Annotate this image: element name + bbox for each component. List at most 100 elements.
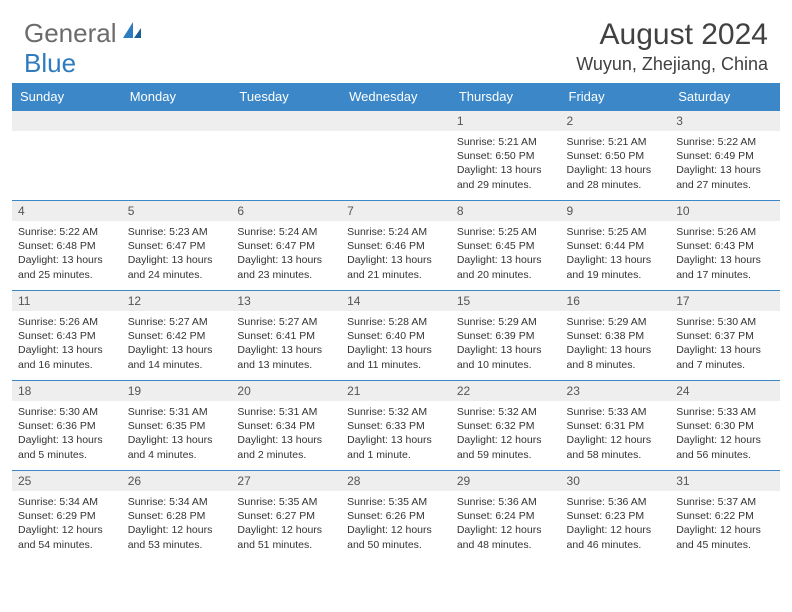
day-number: 2 bbox=[561, 111, 671, 131]
day-cell: 20Sunrise: 5:31 AMSunset: 6:34 PMDayligh… bbox=[231, 381, 341, 471]
day-number: 16 bbox=[561, 291, 671, 311]
day-number: 11 bbox=[12, 291, 122, 311]
day-content: Sunrise: 5:25 AMSunset: 6:44 PMDaylight:… bbox=[561, 221, 671, 284]
day-cell: 18Sunrise: 5:30 AMSunset: 6:36 PMDayligh… bbox=[12, 381, 122, 471]
day-number: 7 bbox=[341, 201, 451, 221]
day-cell: 28Sunrise: 5:35 AMSunset: 6:26 PMDayligh… bbox=[341, 471, 451, 561]
day-content: Sunrise: 5:28 AMSunset: 6:40 PMDaylight:… bbox=[341, 311, 451, 374]
day-number: 17 bbox=[670, 291, 780, 311]
day-content: Sunrise: 5:35 AMSunset: 6:26 PMDaylight:… bbox=[341, 491, 451, 554]
day-cell: 30Sunrise: 5:36 AMSunset: 6:23 PMDayligh… bbox=[561, 471, 671, 561]
day-cell: 24Sunrise: 5:33 AMSunset: 6:30 PMDayligh… bbox=[670, 381, 780, 471]
day-cell: 2Sunrise: 5:21 AMSunset: 6:50 PMDaylight… bbox=[561, 111, 671, 201]
day-number: 15 bbox=[451, 291, 561, 311]
weekday-header: Monday bbox=[122, 83, 232, 111]
day-content: Sunrise: 5:33 AMSunset: 6:31 PMDaylight:… bbox=[561, 401, 671, 464]
weekday-header-row: SundayMondayTuesdayWednesdayThursdayFrid… bbox=[12, 83, 780, 111]
day-content: Sunrise: 5:36 AMSunset: 6:24 PMDaylight:… bbox=[451, 491, 561, 554]
day-content: Sunrise: 5:25 AMSunset: 6:45 PMDaylight:… bbox=[451, 221, 561, 284]
day-cell: 29Sunrise: 5:36 AMSunset: 6:24 PMDayligh… bbox=[451, 471, 561, 561]
day-content: Sunrise: 5:32 AMSunset: 6:32 PMDaylight:… bbox=[451, 401, 561, 464]
day-cell: 15Sunrise: 5:29 AMSunset: 6:39 PMDayligh… bbox=[451, 291, 561, 381]
day-number: 12 bbox=[122, 291, 232, 311]
calendar-table: SundayMondayTuesdayWednesdayThursdayFrid… bbox=[12, 83, 780, 561]
calendar: SundayMondayTuesdayWednesdayThursdayFrid… bbox=[0, 83, 792, 561]
day-cell: 19Sunrise: 5:31 AMSunset: 6:35 PMDayligh… bbox=[122, 381, 232, 471]
day-cell: 13Sunrise: 5:27 AMSunset: 6:41 PMDayligh… bbox=[231, 291, 341, 381]
day-number: 10 bbox=[670, 201, 780, 221]
day-cell: 8Sunrise: 5:25 AMSunset: 6:45 PMDaylight… bbox=[451, 201, 561, 291]
day-content: Sunrise: 5:30 AMSunset: 6:37 PMDaylight:… bbox=[670, 311, 780, 374]
day-cell: 14Sunrise: 5:28 AMSunset: 6:40 PMDayligh… bbox=[341, 291, 451, 381]
logo-sail-icon bbox=[121, 20, 143, 47]
logo-text-2: Blue bbox=[24, 48, 76, 79]
day-cell: 6Sunrise: 5:24 AMSunset: 6:47 PMDaylight… bbox=[231, 201, 341, 291]
day-cell: 23Sunrise: 5:33 AMSunset: 6:31 PMDayligh… bbox=[561, 381, 671, 471]
day-content: Sunrise: 5:26 AMSunset: 6:43 PMDaylight:… bbox=[12, 311, 122, 374]
day-cell: 16Sunrise: 5:29 AMSunset: 6:38 PMDayligh… bbox=[561, 291, 671, 381]
day-content: Sunrise: 5:22 AMSunset: 6:48 PMDaylight:… bbox=[12, 221, 122, 284]
calendar-row: 4Sunrise: 5:22 AMSunset: 6:48 PMDaylight… bbox=[12, 201, 780, 291]
day-number bbox=[341, 111, 451, 131]
day-cell: 10Sunrise: 5:26 AMSunset: 6:43 PMDayligh… bbox=[670, 201, 780, 291]
calendar-row: 18Sunrise: 5:30 AMSunset: 6:36 PMDayligh… bbox=[12, 381, 780, 471]
day-cell: 17Sunrise: 5:30 AMSunset: 6:37 PMDayligh… bbox=[670, 291, 780, 381]
header: General August 2024 Wuyun, Zhejiang, Chi… bbox=[0, 0, 792, 83]
weekday-header: Saturday bbox=[670, 83, 780, 111]
location-text: Wuyun, Zhejiang, China bbox=[576, 54, 768, 75]
day-cell: 7Sunrise: 5:24 AMSunset: 6:46 PMDaylight… bbox=[341, 201, 451, 291]
weekday-header: Sunday bbox=[12, 83, 122, 111]
day-number: 28 bbox=[341, 471, 451, 491]
day-content: Sunrise: 5:34 AMSunset: 6:28 PMDaylight:… bbox=[122, 491, 232, 554]
day-number: 3 bbox=[670, 111, 780, 131]
day-cell: 11Sunrise: 5:26 AMSunset: 6:43 PMDayligh… bbox=[12, 291, 122, 381]
day-content: Sunrise: 5:23 AMSunset: 6:47 PMDaylight:… bbox=[122, 221, 232, 284]
day-number: 29 bbox=[451, 471, 561, 491]
day-cell: 25Sunrise: 5:34 AMSunset: 6:29 PMDayligh… bbox=[12, 471, 122, 561]
day-number: 23 bbox=[561, 381, 671, 401]
day-cell: 26Sunrise: 5:34 AMSunset: 6:28 PMDayligh… bbox=[122, 471, 232, 561]
day-content: Sunrise: 5:21 AMSunset: 6:50 PMDaylight:… bbox=[561, 131, 671, 194]
day-cell: 12Sunrise: 5:27 AMSunset: 6:42 PMDayligh… bbox=[122, 291, 232, 381]
day-content: Sunrise: 5:27 AMSunset: 6:42 PMDaylight:… bbox=[122, 311, 232, 374]
calendar-body: 1Sunrise: 5:21 AMSunset: 6:50 PMDaylight… bbox=[12, 111, 780, 561]
day-cell: 27Sunrise: 5:35 AMSunset: 6:27 PMDayligh… bbox=[231, 471, 341, 561]
day-content: Sunrise: 5:31 AMSunset: 6:35 PMDaylight:… bbox=[122, 401, 232, 464]
calendar-row: 11Sunrise: 5:26 AMSunset: 6:43 PMDayligh… bbox=[12, 291, 780, 381]
day-content: Sunrise: 5:22 AMSunset: 6:49 PMDaylight:… bbox=[670, 131, 780, 194]
day-cell: 21Sunrise: 5:32 AMSunset: 6:33 PMDayligh… bbox=[341, 381, 451, 471]
day-number: 21 bbox=[341, 381, 451, 401]
day-content: Sunrise: 5:37 AMSunset: 6:22 PMDaylight:… bbox=[670, 491, 780, 554]
day-content: Sunrise: 5:26 AMSunset: 6:43 PMDaylight:… bbox=[670, 221, 780, 284]
day-content: Sunrise: 5:34 AMSunset: 6:29 PMDaylight:… bbox=[12, 491, 122, 554]
day-content: Sunrise: 5:24 AMSunset: 6:47 PMDaylight:… bbox=[231, 221, 341, 284]
day-cell: 31Sunrise: 5:37 AMSunset: 6:22 PMDayligh… bbox=[670, 471, 780, 561]
day-number: 27 bbox=[231, 471, 341, 491]
day-number: 5 bbox=[122, 201, 232, 221]
day-number: 31 bbox=[670, 471, 780, 491]
day-content: Sunrise: 5:24 AMSunset: 6:46 PMDaylight:… bbox=[341, 221, 451, 284]
day-number: 20 bbox=[231, 381, 341, 401]
day-cell: 9Sunrise: 5:25 AMSunset: 6:44 PMDaylight… bbox=[561, 201, 671, 291]
empty-cell bbox=[341, 111, 451, 201]
day-content: Sunrise: 5:33 AMSunset: 6:30 PMDaylight:… bbox=[670, 401, 780, 464]
day-content: Sunrise: 5:31 AMSunset: 6:34 PMDaylight:… bbox=[231, 401, 341, 464]
empty-cell bbox=[231, 111, 341, 201]
day-number: 4 bbox=[12, 201, 122, 221]
day-cell: 22Sunrise: 5:32 AMSunset: 6:32 PMDayligh… bbox=[451, 381, 561, 471]
day-number bbox=[231, 111, 341, 131]
day-number: 9 bbox=[561, 201, 671, 221]
day-number bbox=[122, 111, 232, 131]
day-number: 25 bbox=[12, 471, 122, 491]
calendar-row: 1Sunrise: 5:21 AMSunset: 6:50 PMDaylight… bbox=[12, 111, 780, 201]
day-number: 22 bbox=[451, 381, 561, 401]
day-number: 19 bbox=[122, 381, 232, 401]
weekday-header: Wednesday bbox=[341, 83, 451, 111]
empty-cell bbox=[122, 111, 232, 201]
day-content: Sunrise: 5:29 AMSunset: 6:38 PMDaylight:… bbox=[561, 311, 671, 374]
day-content: Sunrise: 5:35 AMSunset: 6:27 PMDaylight:… bbox=[231, 491, 341, 554]
weekday-header: Thursday bbox=[451, 83, 561, 111]
empty-cell bbox=[12, 111, 122, 201]
day-number: 26 bbox=[122, 471, 232, 491]
logo: General bbox=[24, 18, 145, 49]
